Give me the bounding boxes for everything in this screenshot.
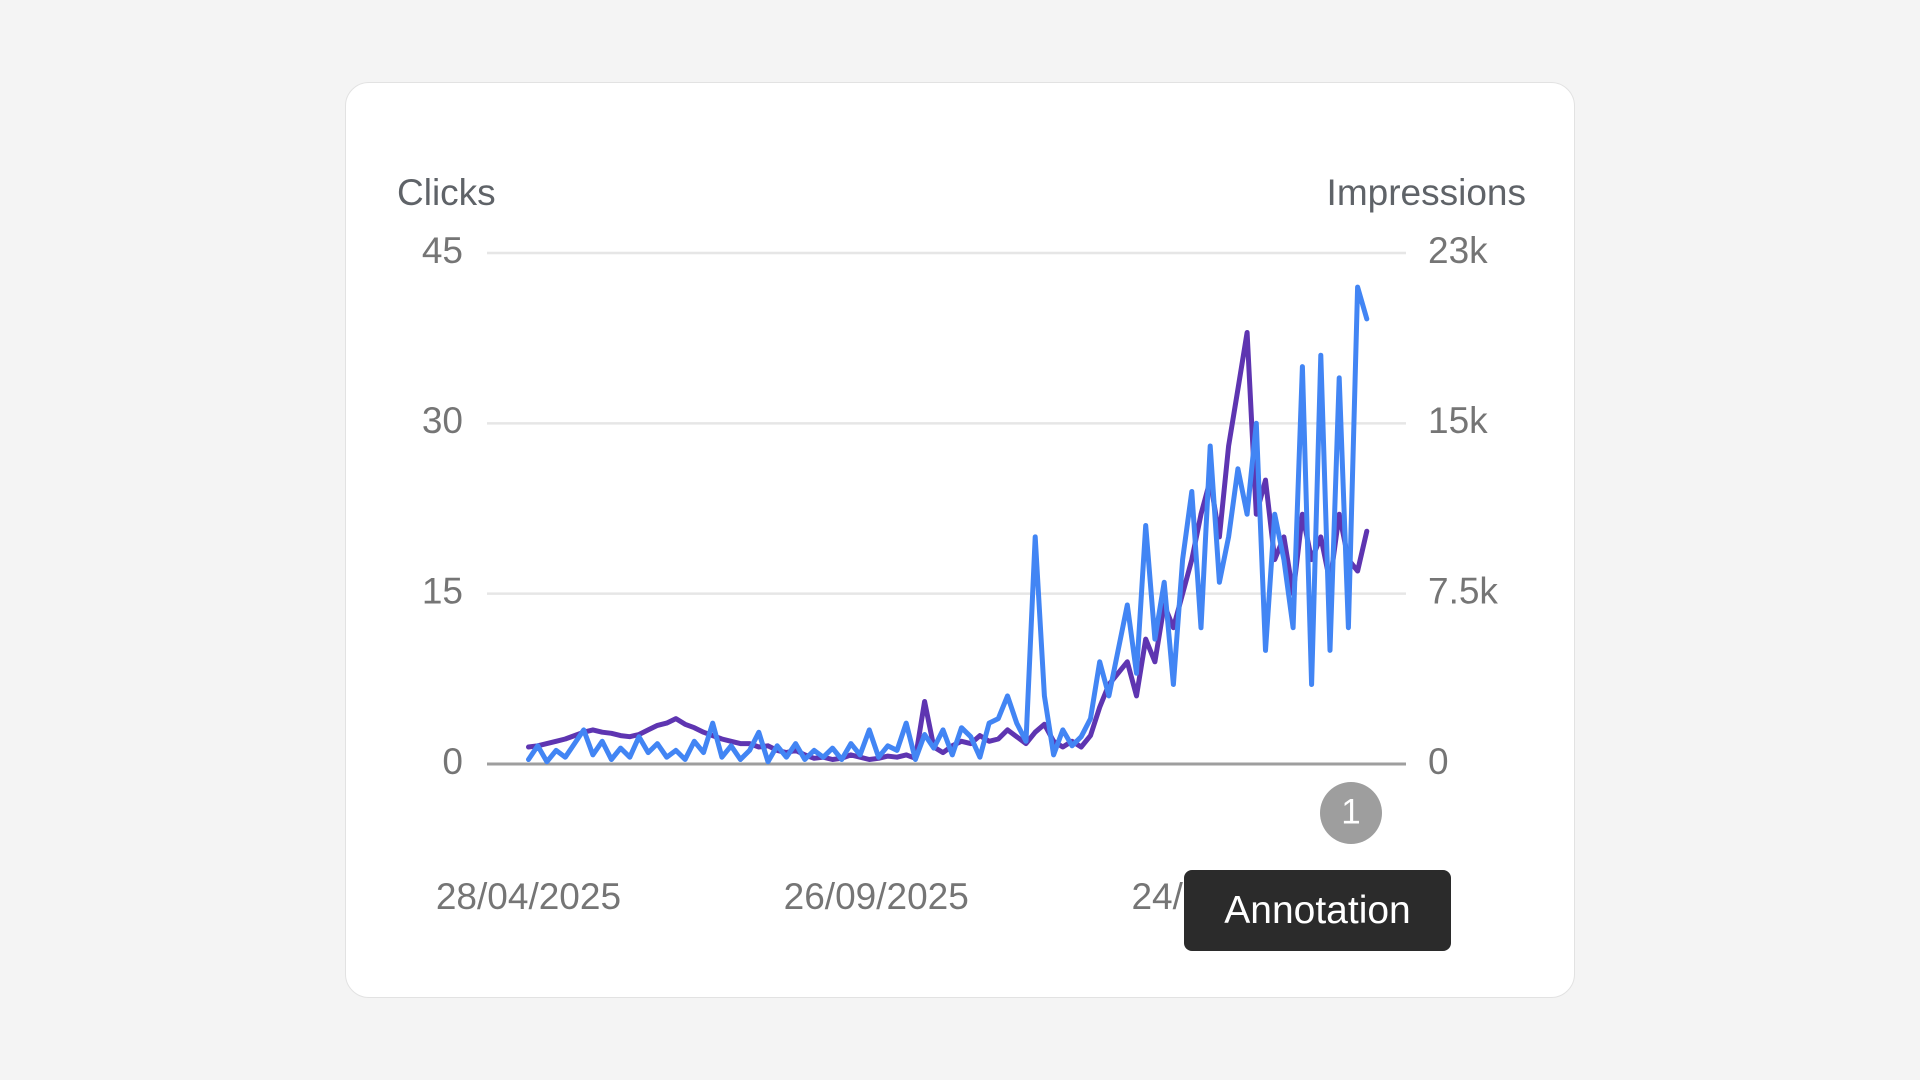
annotation-marker-label[interactable]: 1	[1341, 792, 1360, 831]
annotation-marker[interactable]	[1320, 782, 1382, 844]
series-line	[526, 284, 1370, 765]
y2-tick-label: 23k	[1428, 230, 1488, 271]
x-tick-label: 28/04/2025	[436, 876, 621, 917]
series-line	[526, 330, 1370, 762]
y-tick-label: 45	[422, 230, 463, 271]
y-tick-label: 30	[422, 400, 463, 441]
y-tick-label: 15	[422, 570, 463, 611]
y-axis-title: Clicks	[397, 172, 496, 213]
y2-axis-title: Impressions	[1327, 172, 1526, 213]
annotation-tooltip: Annotation	[1184, 870, 1451, 951]
y2-tick-label: 15k	[1428, 400, 1488, 441]
y2-tick-label: 0	[1428, 741, 1449, 782]
y2-tick-label: 7.5k	[1428, 570, 1498, 611]
x-tick-label: 26/09/2025	[784, 876, 969, 917]
y-tick-label: 0	[442, 741, 463, 782]
chart-card	[345, 82, 1575, 998]
